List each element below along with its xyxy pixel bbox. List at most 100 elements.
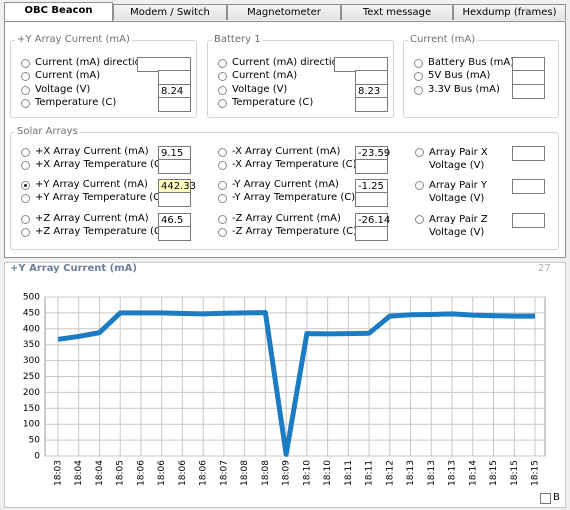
y-tick-label: 200 <box>23 388 40 398</box>
radio-button[interactable] <box>218 99 227 108</box>
radio-button[interactable] <box>21 161 30 170</box>
radio-button[interactable] <box>218 215 227 224</box>
radio-button[interactable] <box>218 161 227 170</box>
y-tick-label: 250 <box>23 372 40 382</box>
radio-button[interactable] <box>21 59 30 68</box>
field-label: Temperature (C) <box>232 97 314 108</box>
y-tick-label: 450 <box>23 308 40 318</box>
text-box[interactable] <box>355 192 388 207</box>
text-box[interactable] <box>158 192 191 207</box>
radio-button[interactable] <box>21 194 30 203</box>
text-box[interactable] <box>512 146 545 161</box>
x-tick-label: 18:15 <box>531 460 541 486</box>
text-box[interactable] <box>512 179 545 194</box>
text-box[interactable] <box>355 159 388 174</box>
text-box[interactable] <box>158 159 191 174</box>
field-label: Current (mA) direction <box>232 57 345 68</box>
group-title: Battery 1 <box>212 34 263 45</box>
field-label: Current (mA) direction <box>35 57 148 68</box>
tab[interactable]: Magnetometer <box>227 4 341 20</box>
text-box[interactable]: 8.24 <box>158 84 191 99</box>
text-box[interactable] <box>512 84 545 99</box>
radio-button[interactable] <box>415 148 424 157</box>
x-tick-label: 18:06 <box>199 460 209 486</box>
x-tick-label: 18:13 <box>406 460 416 486</box>
field-label: Voltage (V) <box>35 84 91 95</box>
x-tick-label: 18:04 <box>74 460 84 486</box>
field-label: Current (mA) <box>232 70 298 81</box>
field-label: +Z Array Temperature (C) <box>35 226 165 237</box>
x-tick-label: 18:14 <box>468 460 478 486</box>
field-label: +X Array Temperature (C) <box>35 159 165 170</box>
field-label: Voltage (V) <box>232 84 288 95</box>
data-line <box>57 310 535 457</box>
radio-button[interactable] <box>218 181 227 190</box>
radio-button[interactable] <box>21 72 30 81</box>
field-label: +X Array Current (mA) <box>35 146 149 157</box>
tab[interactable]: Hexdump (frames) <box>453 4 566 20</box>
x-tick-label: 18:11 <box>365 460 375 486</box>
text-box[interactable] <box>158 70 191 85</box>
radio-button[interactable] <box>218 86 227 95</box>
text-box[interactable] <box>512 213 545 228</box>
text-box[interactable] <box>355 226 388 241</box>
radio-button[interactable] <box>21 148 30 157</box>
text-box[interactable] <box>355 97 388 112</box>
field-label: 3.3V Bus (mA) <box>428 84 500 95</box>
y-tick-label: 400 <box>23 324 40 334</box>
x-tick-label: 18:03 <box>54 460 64 486</box>
field-label: Battery Bus (mA) <box>428 57 515 68</box>
text-box[interactable] <box>355 70 388 85</box>
x-tick-label: 18:09 <box>282 460 292 486</box>
group-title: Solar Arrays <box>15 126 80 137</box>
radio-button[interactable] <box>414 86 423 95</box>
field-label: +Y Array Temperature (C) <box>35 192 165 203</box>
checkbox[interactable] <box>540 493 551 504</box>
x-tick-label: 18:15 <box>489 460 499 486</box>
radio-button[interactable] <box>218 72 227 81</box>
radio-button[interactable] <box>415 181 424 190</box>
radio-button[interactable] <box>21 86 30 95</box>
radio-button[interactable] <box>21 181 30 190</box>
radio-button[interactable] <box>21 228 30 237</box>
x-tick-label: 18:12 <box>385 460 395 486</box>
x-tick-label: 18:13 <box>448 460 458 486</box>
radio-button[interactable] <box>218 148 227 157</box>
group-title: +Y Array Current (mA) <box>15 34 132 45</box>
x-tick-label: 18:06 <box>157 460 167 486</box>
x-tick-label: 18:10 <box>323 460 333 486</box>
radio-button[interactable] <box>218 59 227 68</box>
tab[interactable]: OBC Beacon <box>4 2 113 21</box>
field-label: +Z Array Current (mA) <box>35 213 149 224</box>
y-tick-label: 150 <box>23 404 40 414</box>
field-label: -Z Array Temperature (C) <box>232 226 358 237</box>
text-box[interactable] <box>512 70 545 85</box>
radio-button[interactable] <box>21 215 30 224</box>
x-tick-label: 18:06 <box>178 460 188 486</box>
y-tick-label: 100 <box>23 420 40 430</box>
radio-button[interactable] <box>414 72 423 81</box>
radio-button[interactable] <box>218 228 227 237</box>
text-box[interactable] <box>158 226 191 241</box>
field-label: -Z Array Current (mA) <box>232 213 341 224</box>
field-label: -Y Array Temperature (C) <box>232 192 356 203</box>
text-box[interactable] <box>158 97 191 112</box>
x-tick-label: 18:05 <box>116 460 126 486</box>
field-label: 5V Bus (mA) <box>428 70 491 81</box>
group-box <box>403 40 559 118</box>
radio-button[interactable] <box>218 194 227 203</box>
y-tick-label: 350 <box>23 340 40 350</box>
radio-button[interactable] <box>415 215 424 224</box>
tab[interactable]: Modem / Switch <box>113 4 227 20</box>
field-label: Temperature (C) <box>35 97 117 108</box>
group-box <box>10 132 559 250</box>
checkbox-label[interactable]: B <box>553 492 560 503</box>
tab[interactable]: Text message <box>341 4 453 20</box>
y-tick-label: 50 <box>29 436 41 446</box>
tab-panel <box>4 21 566 258</box>
radio-button[interactable] <box>414 59 423 68</box>
radio-button[interactable] <box>21 99 30 108</box>
field-label: Current (mA) <box>35 70 101 81</box>
x-tick-label: 18:04 <box>95 460 105 486</box>
